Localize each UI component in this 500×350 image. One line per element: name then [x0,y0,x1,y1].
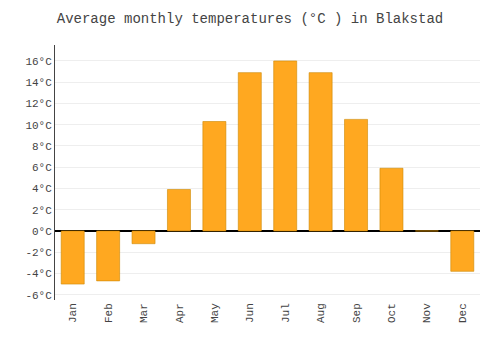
svg-text:12°C: 12°C [25,98,52,110]
svg-text:Apr: Apr [174,303,186,323]
svg-text:16°C: 16°C [25,56,52,68]
svg-text:8°C: 8°C [32,141,52,153]
svg-text:6°C: 6°C [32,162,52,174]
svg-text:Jul: Jul [280,303,292,323]
svg-text:Aug: Aug [315,303,327,323]
svg-text:Oct: Oct [386,303,398,323]
svg-text:Sep: Sep [351,303,363,323]
svg-text:-2°C: -2°C [25,247,52,259]
svg-text:Feb: Feb [103,303,115,323]
svg-text:10°C: 10°C [25,120,52,132]
svg-text:Nov: Nov [421,303,433,323]
svg-text:Jun: Jun [244,303,256,323]
svg-text:Average monthly temperatures (: Average monthly temperatures (°C ) in Bl… [57,11,443,27]
svg-text:0°C: 0°C [32,226,52,238]
svg-text:Mar: Mar [138,303,150,323]
svg-text:2°C: 2°C [32,205,52,217]
svg-text:May: May [209,303,221,323]
svg-text:14°C: 14°C [25,77,52,89]
svg-text:Jan: Jan [67,303,79,323]
svg-text:Dec: Dec [457,303,469,323]
svg-text:-6°C: -6°C [25,290,52,302]
svg-text:4°C: 4°C [32,183,52,195]
svg-text:-4°C: -4°C [25,268,52,280]
